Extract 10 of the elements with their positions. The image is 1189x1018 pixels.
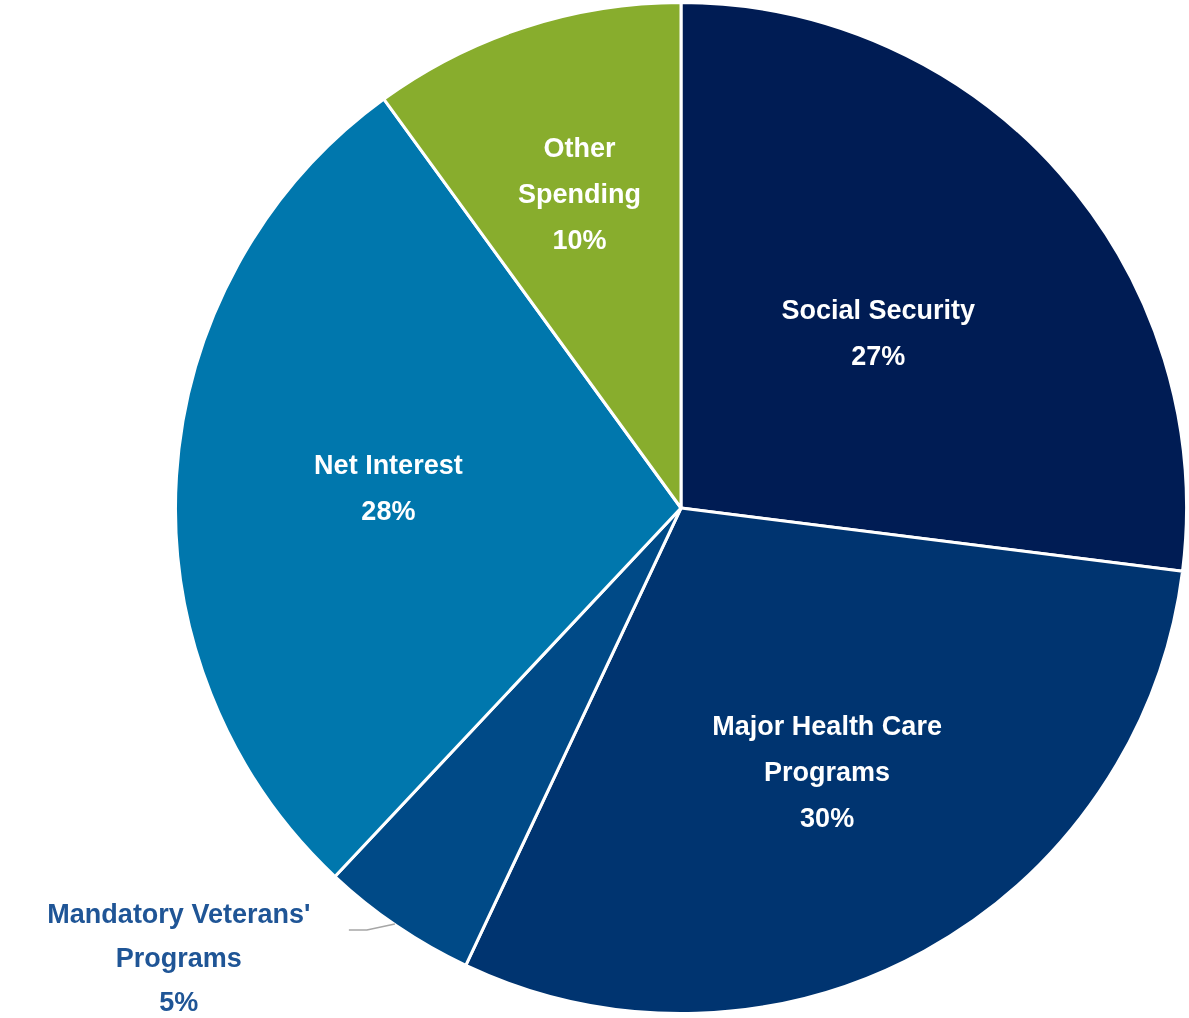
- slice-label: Social Security: [781, 294, 975, 325]
- data-label: 10%: [552, 224, 607, 255]
- slice-label: Other Spending: [517, 132, 641, 209]
- slice-label: Major Health Care Programs: [712, 711, 942, 788]
- slice-label: Mandatory Veterans' Programs: [47, 898, 311, 973]
- data-label: 28%: [361, 496, 416, 527]
- data-label: 30%: [800, 803, 855, 834]
- slice-label: Net Interest: [314, 450, 463, 481]
- data-label: 27%: [851, 340, 906, 371]
- data-label: 5%: [159, 986, 199, 1017]
